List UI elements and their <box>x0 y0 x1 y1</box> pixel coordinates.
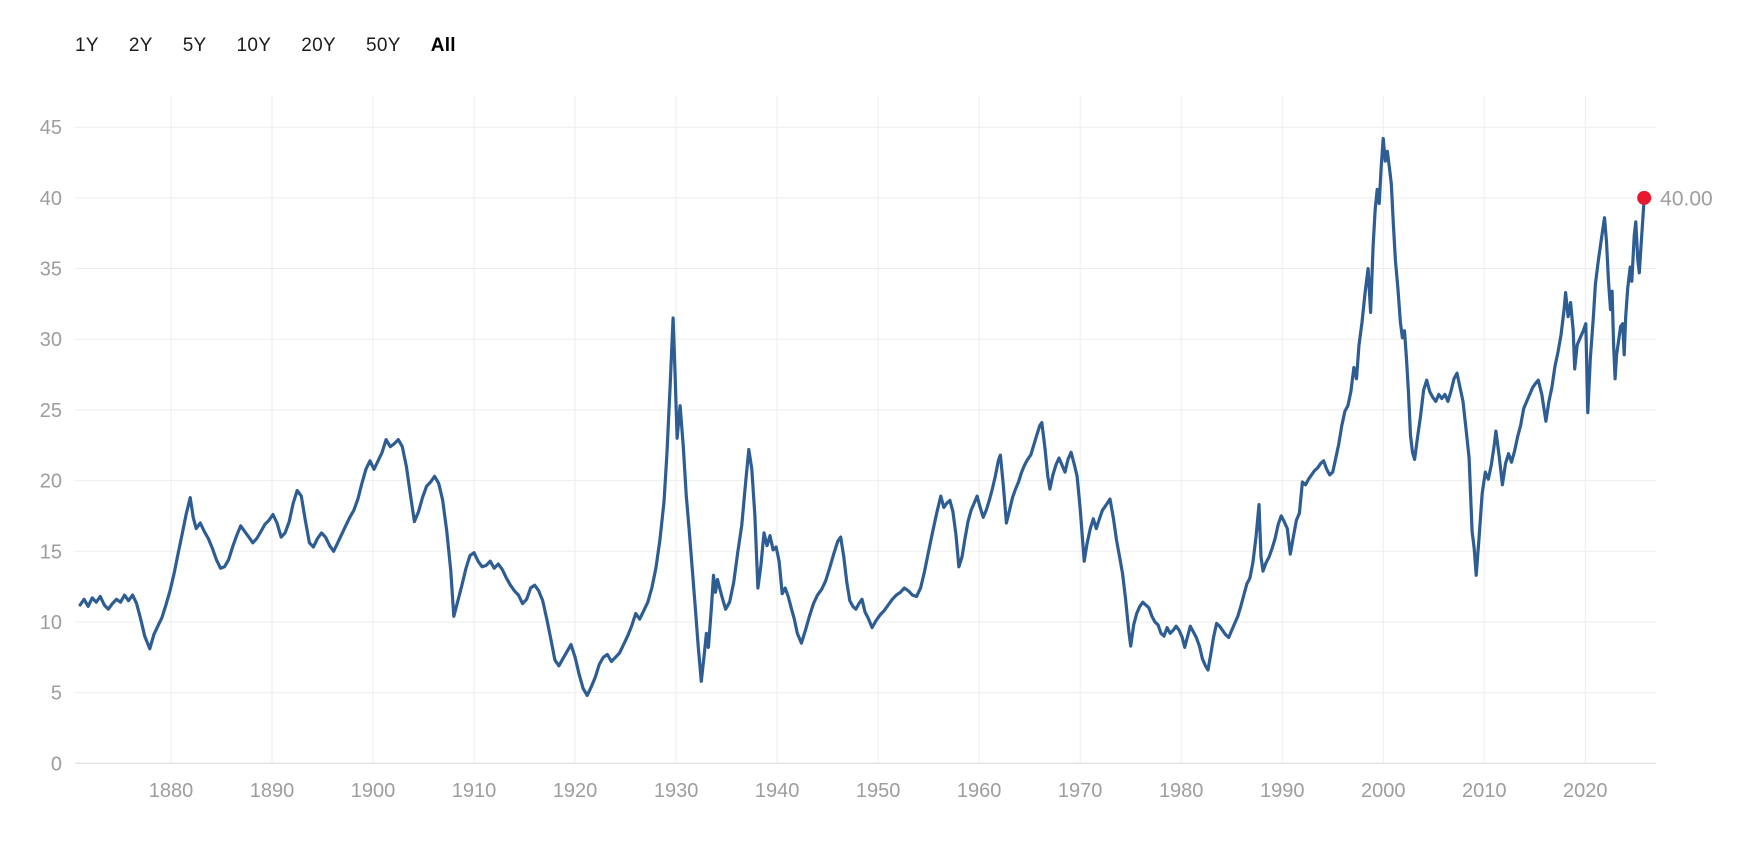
range-button-10y[interactable]: 10Y <box>236 35 272 56</box>
y-tick-label-5: 5 <box>51 683 62 705</box>
x-tick-label-2020: 2020 <box>1563 780 1608 802</box>
x-tick-label-2010: 2010 <box>1462 780 1507 802</box>
x-tick-label-1920: 1920 <box>553 780 598 802</box>
range-button-5y[interactable]: 5Y <box>182 35 207 56</box>
y-tick-label-40: 40 <box>40 188 62 210</box>
last-value-label: 40.00 <box>1660 187 1713 210</box>
x-tick-label-1970: 1970 <box>1058 780 1103 802</box>
x-tick-label-2000: 2000 <box>1361 780 1406 802</box>
x-tick-label-1960: 1960 <box>957 780 1002 802</box>
y-tick-label-35: 35 <box>40 259 62 281</box>
x-tick-label-1910: 1910 <box>452 780 497 802</box>
range-button-all[interactable]: All <box>430 35 456 56</box>
last-value-dot <box>1637 190 1652 205</box>
y-tick-label-45: 45 <box>40 117 62 139</box>
y-tick-label-0: 0 <box>51 753 62 775</box>
y-tick-label-10: 10 <box>40 612 62 634</box>
pe-ratio-line <box>78 136 1646 697</box>
x-tick-label-1940: 1940 <box>755 780 800 802</box>
y-tick-label-30: 30 <box>40 329 62 351</box>
range-button-20y[interactable]: 20Y <box>301 35 336 56</box>
y-tick-label-15: 15 <box>40 541 62 563</box>
x-tick-label-1930: 1930 <box>654 780 699 802</box>
x-tick-label-1980: 1980 <box>1159 780 1204 802</box>
x-tick-label-1990: 1990 <box>1260 780 1305 802</box>
range-button-2y[interactable]: 2Y <box>128 35 153 56</box>
range-button-50y[interactable]: 50Y <box>365 35 401 56</box>
x-tick-label-1900: 1900 <box>351 780 396 802</box>
x-tick-label-1890: 1890 <box>250 780 295 802</box>
x-tick-label-1880: 1880 <box>149 780 194 802</box>
x-tick-label-1950: 1950 <box>856 780 901 802</box>
y-tick-label-25: 25 <box>40 400 62 422</box>
range-button-1y[interactable]: 1Y <box>75 35 99 56</box>
range-selector: 1Y 2Y 5Y 10Y 20Y 50Y All <box>75 35 456 57</box>
y-tick-label-20: 20 <box>40 471 62 493</box>
